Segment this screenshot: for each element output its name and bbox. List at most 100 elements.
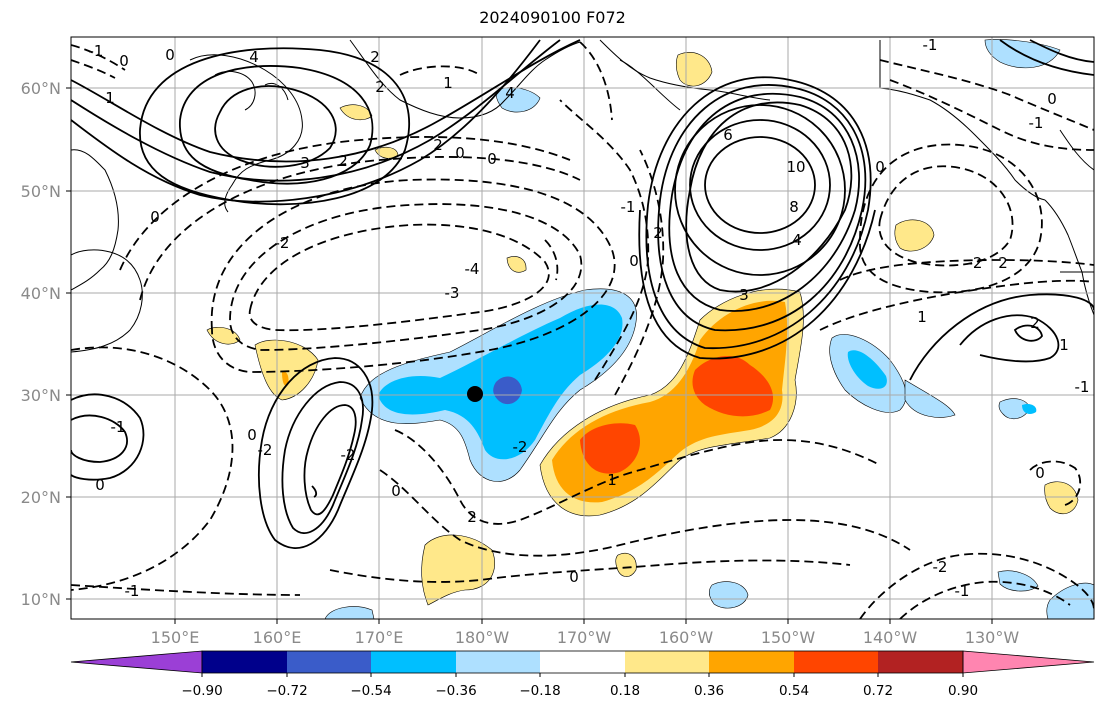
contour-label: -2 bbox=[968, 254, 983, 272]
contour-label: 10 bbox=[786, 158, 805, 176]
contour-label: -1 bbox=[955, 582, 970, 600]
map-frame bbox=[70, 36, 1095, 620]
colorbar-label: −0.72 bbox=[266, 683, 307, 699]
colorbar-segment bbox=[709, 651, 794, 673]
lon-label: 160°E bbox=[253, 628, 302, 647]
contour-label: 4 bbox=[792, 231, 802, 249]
lat-label: 50°N bbox=[21, 182, 61, 201]
colorbar-segment bbox=[287, 651, 371, 673]
contour-label: 0 bbox=[119, 52, 129, 70]
colorbar-segment bbox=[794, 651, 878, 673]
colorbar-segment bbox=[625, 651, 709, 673]
contour-label: -1 bbox=[621, 198, 636, 216]
colorbar: −0.90 −0.72 −0.54 −0.36 −0.18 0.18 0.36 … bbox=[70, 650, 1095, 699]
contour-labels: 2 0 4 1 3 2 0 0 2 1 0 -2 -4 -3 -2 6 10 8… bbox=[89, 36, 1090, 600]
lon-label: 150°E bbox=[151, 628, 200, 647]
contour-label: -2 bbox=[513, 438, 528, 456]
contour-label: 2 bbox=[653, 224, 663, 242]
contour-label: 4 bbox=[249, 48, 259, 66]
contour-label: -2 bbox=[341, 446, 356, 464]
contour-label: 2 bbox=[1030, 314, 1040, 332]
contour-label: -1 bbox=[89, 42, 104, 60]
lon-label: 140°W bbox=[863, 628, 918, 647]
contour-label: -1 bbox=[923, 36, 938, 54]
contour-label: 1 bbox=[1059, 336, 1069, 354]
contour-label: 4 bbox=[505, 84, 515, 102]
orange-red-regions bbox=[580, 355, 774, 474]
contour-label: 2 bbox=[467, 508, 477, 526]
contour-label: 0 bbox=[95, 476, 105, 494]
contour-label: 0 bbox=[455, 144, 465, 162]
contour-label: 8 bbox=[789, 198, 799, 216]
contour-label: 2 bbox=[433, 136, 443, 154]
contour-label: -1 bbox=[111, 418, 126, 436]
colorbar-label: 0.36 bbox=[694, 683, 724, 699]
longitude-labels: 150°E 160°E 170°E 180°W 170°W 160°W 150°… bbox=[151, 628, 1020, 647]
colorbar-label: −0.54 bbox=[350, 683, 391, 699]
colorbar-frame bbox=[201, 650, 964, 674]
lon-label: 160°W bbox=[659, 628, 714, 647]
colorbar-label: 0.90 bbox=[948, 683, 978, 699]
colorbar-segment bbox=[878, 651, 963, 673]
contour-label: 3 bbox=[739, 286, 749, 304]
contour-label: 2 bbox=[370, 48, 380, 66]
contour-label: 0 bbox=[150, 208, 160, 226]
contour-label: 1 bbox=[607, 471, 617, 489]
contour-label: 0 bbox=[629, 252, 639, 270]
contour-label: 2 bbox=[338, 152, 348, 170]
contour-label: 0 bbox=[569, 568, 579, 586]
contour-label: 0 bbox=[1035, 464, 1045, 482]
colorbar-extend-low bbox=[70, 650, 203, 674]
dashed-contours bbox=[71, 41, 1094, 619]
colorbar-segment bbox=[540, 651, 625, 673]
contour-label: 6 bbox=[723, 126, 733, 144]
graticule bbox=[71, 37, 1094, 619]
colorbar-label: 0.72 bbox=[863, 683, 893, 699]
lon-label: 170°E bbox=[355, 628, 404, 647]
lat-label: 10°N bbox=[21, 590, 61, 609]
contour-label: -1 bbox=[1029, 114, 1044, 132]
contour-label: -3 bbox=[445, 284, 460, 302]
contour-label: -1 bbox=[1075, 378, 1090, 396]
colorbar-segment bbox=[456, 651, 540, 673]
contour-label: -2 bbox=[258, 441, 273, 459]
colorbar-segment bbox=[202, 651, 287, 673]
colorbar-label: −0.90 bbox=[181, 683, 222, 699]
royal-blue-region bbox=[493, 376, 522, 405]
axis-ticks bbox=[66, 87, 993, 624]
colorbar-label: 0.18 bbox=[610, 683, 640, 699]
contour-label: 0 bbox=[165, 46, 175, 64]
contour-label: -2 bbox=[933, 558, 948, 576]
lat-label: 30°N bbox=[21, 386, 61, 405]
contour-label: -1 bbox=[125, 582, 140, 600]
contour-label: 0 bbox=[487, 150, 497, 168]
contour-label: 0 bbox=[875, 158, 885, 176]
lon-label: 170°W bbox=[557, 628, 612, 647]
colorbar-label: −0.36 bbox=[435, 683, 476, 699]
contour-label: 1 bbox=[105, 89, 115, 107]
contour-label: -2 bbox=[275, 234, 290, 252]
contour-label: 2 bbox=[998, 254, 1008, 272]
lat-label: 60°N bbox=[21, 79, 61, 98]
contour-label: -4 bbox=[465, 260, 480, 278]
latitude-labels: 60°N 50°N 40°N 30°N 20°N 10°N bbox=[21, 79, 61, 609]
colorbar-extend-high bbox=[962, 650, 1095, 674]
colorbar-label: 0.54 bbox=[779, 683, 809, 699]
contour-label: 0 bbox=[1047, 90, 1057, 108]
contour-label: 1 bbox=[443, 74, 453, 92]
lon-label: 130°W bbox=[965, 628, 1020, 647]
contour-label: 0 bbox=[247, 426, 257, 444]
lat-label: 40°N bbox=[21, 284, 61, 303]
solid-contours bbox=[71, 39, 1094, 549]
contour-label: 3 bbox=[300, 154, 310, 172]
colorbar-segment bbox=[371, 651, 456, 673]
storm-center-marker bbox=[467, 386, 483, 402]
lat-label: 20°N bbox=[21, 488, 61, 507]
contour-label: 2 bbox=[375, 78, 385, 96]
contour-label: 0 bbox=[391, 482, 401, 500]
colorbar-label: −0.18 bbox=[519, 683, 560, 699]
map-title: 2024090100 F072 bbox=[479, 8, 626, 27]
contour-label: 1 bbox=[917, 308, 927, 326]
lon-label: 180°W bbox=[455, 628, 510, 647]
